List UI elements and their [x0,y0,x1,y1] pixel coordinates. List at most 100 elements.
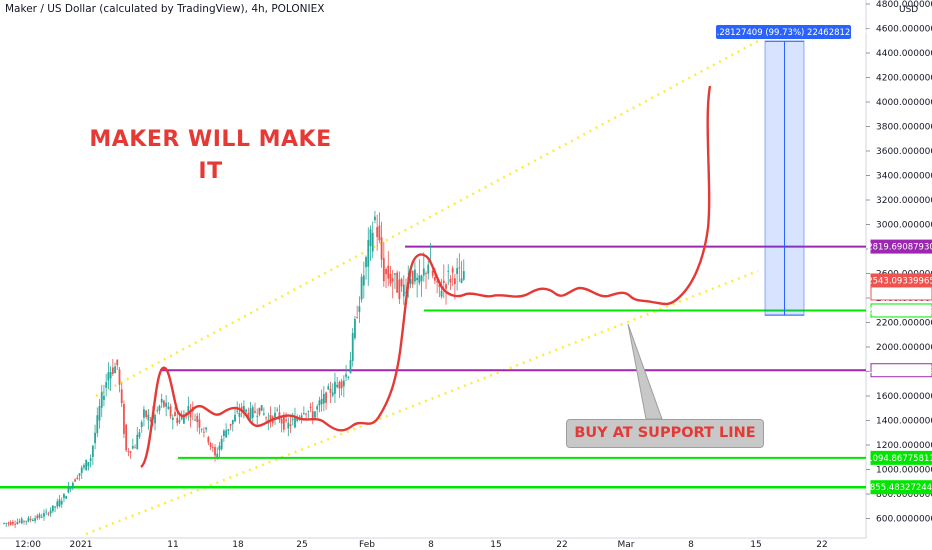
candle-body [127,451,130,453]
candle-body [76,477,79,479]
candle-body [291,419,294,420]
candle-body [389,273,392,284]
measure-label: 2246.28127409 (99.73%) 224628127409 [695,28,872,38]
candle-body [280,418,283,424]
price-tick-label: 600.00000000 [876,515,932,525]
candle-body [109,372,112,379]
candle-body [251,407,254,418]
channel-lower-line [85,269,759,536]
candle-body [34,518,36,521]
candle-body [425,273,427,274]
candle-body [436,281,439,283]
candle-body [371,232,374,252]
tag-resistance-1810: 1810.34932849 [867,366,932,376]
candle-body [20,518,23,524]
candle-body [262,413,265,415]
price-tick-label: 1000.00000000 [876,466,932,476]
price-tick-label: 2000.00000000 [876,343,932,353]
candle-body [9,522,12,525]
candle-body [245,409,248,412]
candle-body [45,511,48,513]
candle-body [40,516,43,518]
candle-body [78,473,81,476]
candle-body [447,270,450,272]
price-tick-label: 4000.00000000 [876,98,932,108]
price-tick-label: 1400.00000000 [876,417,932,427]
candle-body [434,277,436,281]
price-tick-label: 4800.00000000 [876,0,932,10]
candle-body [54,506,56,508]
candle-body [416,277,419,281]
candle-body [296,418,299,421]
callout-pointer [627,323,663,420]
price-candles [3,210,465,529]
candle-body [222,430,225,436]
candle-body [138,432,141,437]
candle-body [249,408,252,420]
candle-body [214,447,216,456]
time-tick-label: 22 [816,540,827,550]
candle-body [256,415,259,417]
candle-body [218,445,221,450]
candle-body [431,270,434,276]
candle-body [376,227,379,238]
candle-body [187,406,190,413]
candle-body [165,402,168,407]
candle-body [289,424,292,426]
candle-body [5,523,8,524]
price-range-measure: 2246.28127409 (99.73%) 224628127409 [695,25,872,316]
time-tick-label: 18 [232,540,244,550]
candle-body [385,268,387,275]
candle-body [311,411,314,419]
candle-body [360,276,363,300]
candle-body [342,380,345,387]
tag-support-855: 855.48327244 [870,483,932,493]
candle-body [340,381,343,389]
price-tick-label: 4600.00000000 [876,25,932,35]
candle-body [103,395,105,400]
candle-body [171,417,174,420]
candle-body [196,415,199,423]
candle-body [462,271,465,280]
candle-body [31,519,34,521]
candle-body [338,381,341,389]
candle-body [398,279,401,300]
candle-body [143,409,145,418]
candle-body [96,415,99,434]
candle-body [451,268,454,273]
candle-body [163,400,165,407]
candle-body [240,406,243,410]
candle-body [167,406,170,409]
candle-body [94,432,96,444]
candle-body [98,405,101,421]
time-tick-label: 25 [296,540,307,550]
candle-body [349,360,352,374]
candle-body [345,374,347,377]
candle-body [302,413,305,414]
candle-body [282,415,285,430]
candle-body [147,414,150,421]
candle-body [356,317,359,319]
price-tick-label: 3200.00000000 [876,196,932,206]
candle-body [120,389,123,404]
candle-body [7,522,10,524]
candle-body [402,284,405,297]
candle-body [111,367,114,374]
candle-body [140,422,143,428]
time-tick-label: 2021 [70,540,93,550]
candle-body [69,488,72,490]
tag-resistance-1810-bg [870,363,932,378]
candle-body [56,501,59,507]
candle-body [449,278,452,283]
tag-support-1094: 1094.86775811 [867,454,932,464]
time-axis[interactable]: 12:00 2021 11 18 25 Feb 8 15 22 Mar 8 15 22 [0,537,866,550]
candle-body [276,409,279,411]
candle-body [294,417,296,428]
candle-body [174,412,176,417]
candle-body [134,447,136,449]
price-tags: 2819.69087930 2543.09339965 03:53:27 2298.2… [867,239,932,495]
candle-body [203,431,205,433]
candle-body [145,410,148,417]
candle-body [427,264,430,274]
